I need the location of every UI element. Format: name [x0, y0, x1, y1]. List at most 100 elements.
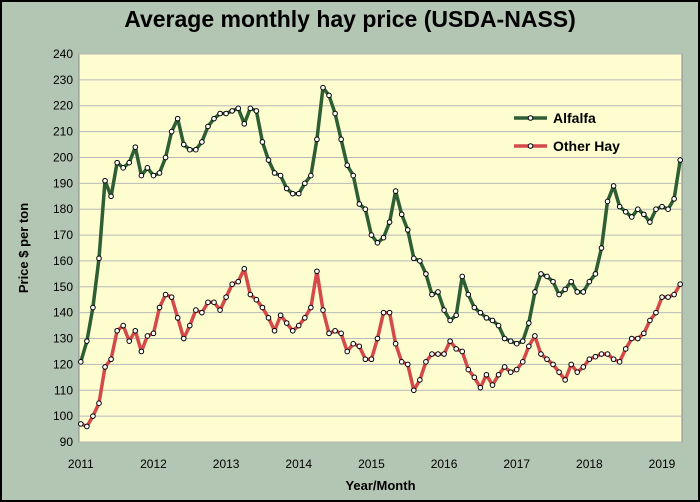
data-point-other-hay — [671, 291, 677, 298]
data-point-other-hay — [174, 315, 181, 321]
data-point-alfalfa — [205, 123, 211, 130]
data-point-alfalfa — [616, 203, 623, 210]
data-point-other-hay — [132, 327, 139, 334]
data-point-other-hay — [344, 348, 351, 355]
data-point-other-hay — [398, 359, 405, 365]
data-point-alfalfa — [295, 190, 302, 197]
y-tick-label: 110 — [54, 383, 73, 397]
data-point-other-hay — [229, 281, 235, 288]
data-point-alfalfa — [96, 255, 102, 262]
data-point-alfalfa — [180, 141, 187, 148]
data-point-other-hay — [356, 343, 363, 350]
y-tick-label: 120 — [53, 357, 73, 371]
data-point-alfalfa — [610, 183, 617, 189]
data-point-alfalfa — [223, 110, 229, 117]
data-point-other-hay — [338, 330, 344, 337]
data-point-other-hay — [126, 338, 133, 344]
data-point-alfalfa — [186, 146, 193, 153]
data-point-other-hay — [217, 307, 223, 313]
data-point-alfalfa — [677, 157, 683, 163]
x-axis-label: Year/Month — [345, 478, 415, 493]
data-point-other-hay — [507, 369, 514, 375]
y-tick-label: 230 — [53, 73, 73, 87]
y-tick-label: 130 — [53, 332, 73, 346]
data-point-alfalfa — [211, 115, 217, 122]
data-point-alfalfa — [114, 159, 120, 166]
data-point-other-hay — [332, 327, 338, 334]
data-point-other-hay — [519, 359, 526, 365]
data-point-alfalfa — [235, 105, 242, 112]
data-point-other-hay — [447, 338, 453, 344]
data-point-alfalfa — [471, 304, 478, 311]
data-point-other-hay — [410, 387, 417, 394]
data-point-alfalfa — [604, 198, 611, 205]
data-point-other-hay — [580, 364, 587, 370]
data-point-alfalfa — [513, 340, 520, 347]
data-point-alfalfa — [332, 110, 338, 117]
data-point-alfalfa — [144, 165, 151, 171]
data-point-other-hay — [550, 361, 556, 368]
x-tick-label: 2018 — [576, 457, 603, 471]
data-point-alfalfa — [435, 289, 441, 295]
data-point-other-hay — [659, 294, 665, 300]
data-point-alfalfa — [350, 172, 357, 179]
data-point-alfalfa — [417, 258, 423, 264]
x-tick-label: 2019 — [649, 457, 676, 471]
data-point-alfalfa — [84, 338, 90, 344]
series-group — [78, 84, 683, 430]
data-point-alfalfa — [628, 214, 635, 220]
data-point-other-hay — [156, 304, 163, 311]
data-point-other-hay — [199, 309, 205, 316]
data-point-alfalfa — [392, 188, 399, 194]
data-point-other-hay — [489, 382, 496, 388]
data-point-alfalfa — [241, 121, 248, 127]
data-point-other-hay — [380, 309, 387, 316]
series-line-other-hay — [80, 266, 682, 429]
data-point-alfalfa — [344, 162, 351, 169]
data-point-alfalfa — [253, 108, 260, 114]
chart-title: Average monthly hay price (USDA-NASS) — [124, 6, 576, 32]
data-point-alfalfa — [90, 304, 96, 311]
data-point-other-hay — [532, 333, 538, 339]
data-point-alfalfa — [217, 110, 223, 117]
data-point-other-hay — [326, 330, 332, 337]
data-point-alfalfa — [302, 180, 308, 187]
data-point-alfalfa — [489, 317, 496, 324]
data-point-alfalfa — [465, 291, 472, 298]
data-point-alfalfa — [283, 185, 290, 192]
gridlines — [79, 53, 682, 443]
y-axis-label: Price $ per ton — [16, 203, 31, 293]
data-point-other-hay — [235, 278, 242, 285]
y-tick-label: 240 — [53, 47, 73, 61]
data-point-other-hay — [429, 351, 435, 357]
data-point-other-hay — [211, 299, 217, 306]
y-tick-label: 220 — [53, 99, 73, 113]
data-point-other-hay — [404, 361, 411, 368]
data-point-alfalfa — [168, 128, 175, 135]
data-point-other-hay — [598, 351, 605, 357]
data-point-other-hay — [138, 348, 145, 355]
data-point-other-hay — [635, 335, 641, 342]
data-point-alfalfa — [265, 157, 272, 163]
data-point-other-hay — [302, 315, 308, 321]
data-point-alfalfa — [338, 136, 344, 143]
data-point-alfalfa — [635, 206, 641, 212]
data-point-alfalfa — [138, 172, 145, 179]
data-point-alfalfa — [477, 309, 484, 316]
x-tick-label: 2014 — [285, 457, 312, 471]
data-point-other-hay — [150, 330, 157, 337]
data-point-other-hay — [477, 384, 484, 391]
x-tick-label: 2013 — [213, 457, 240, 471]
legend: Alfalfa Other Hay — [514, 110, 620, 154]
data-point-alfalfa — [289, 190, 296, 197]
data-point-other-hay — [90, 413, 96, 419]
data-point-other-hay — [453, 346, 459, 352]
data-point-other-hay — [677, 281, 683, 288]
y-tick-label: 170 — [53, 228, 73, 242]
data-point-other-hay — [241, 265, 248, 272]
data-point-alfalfa — [199, 139, 205, 145]
data-point-other-hay — [628, 335, 635, 342]
data-point-alfalfa — [641, 211, 647, 218]
data-point-alfalfa — [247, 105, 254, 112]
data-point-other-hay — [320, 307, 326, 313]
